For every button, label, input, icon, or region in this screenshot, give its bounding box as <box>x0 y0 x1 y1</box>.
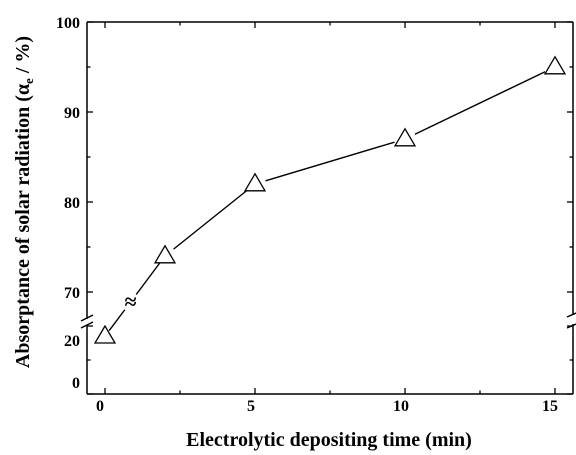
y-axis-title: Absorptance of solar radiation (αe / %) <box>12 36 36 368</box>
x-tick-label-0: 0 <box>96 398 104 415</box>
y-axis-title-suffix: / %) <box>12 36 34 78</box>
x-tick-label-15: 15 <box>542 398 558 415</box>
y-tick-label-70: 70 <box>64 285 80 302</box>
y-tick-label-20: 20 <box>64 333 80 350</box>
y-tick-label-0: 0 <box>72 375 80 392</box>
right-axis-break-slash-upper <box>566 312 576 318</box>
y-axis-title-prefix: Absorptance of solar radiation ( <box>12 95 34 368</box>
line-break-marker: ≈ <box>124 289 136 314</box>
y-tick-label-90: 90 <box>64 105 80 122</box>
y-tick-label-100: 100 <box>56 15 80 32</box>
data-point-0 <box>93 324 117 344</box>
data-point-15 <box>543 55 567 75</box>
series-segment-2 <box>265 141 395 182</box>
tick-labels: 100 90 80 70 20 0 0 5 10 15 <box>56 15 558 415</box>
x-axis-title: Electrolytic depositing time (min) <box>186 429 472 451</box>
axis-titles: Electrolytic depositing time (min) Absor… <box>12 36 472 451</box>
x-tick-label-10: 10 <box>393 398 409 415</box>
y-axis-break-slash-lower <box>80 321 94 329</box>
series-segment-1 <box>173 190 247 250</box>
y-tick-label-80: 80 <box>64 195 80 212</box>
series-segment-3 <box>414 71 546 135</box>
plot-frame <box>80 21 576 395</box>
axis-ticks <box>87 21 573 395</box>
x-tick-label-5: 5 <box>247 398 255 415</box>
series-layer: ≈ <box>93 55 567 344</box>
data-point-10 <box>393 127 417 147</box>
series-segment-0a <box>108 309 126 332</box>
y-axis-title-subscript: e <box>21 78 36 84</box>
data-point-5 <box>243 172 267 192</box>
y-axis-break-slash-upper <box>80 314 94 322</box>
data-point-2 <box>153 244 177 264</box>
series-segment-0b <box>135 261 162 295</box>
y-axis-title-alpha: α <box>12 84 34 95</box>
